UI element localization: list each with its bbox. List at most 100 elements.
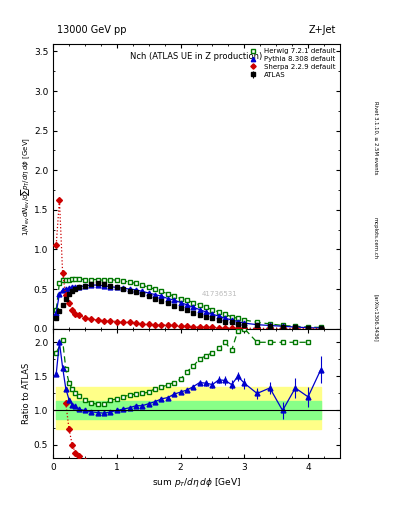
Herwig 7.2.1 default	[153, 286, 158, 292]
Sherpa 2.2.9 default	[318, 326, 323, 332]
Pythia 8.308 default	[70, 284, 75, 290]
Text: Z+Jet: Z+Jet	[309, 25, 336, 35]
Herwig 7.2.1 default	[60, 278, 65, 284]
Sherpa 2.2.9 default	[114, 318, 119, 325]
Herwig 7.2.1 default	[178, 295, 183, 302]
Sherpa 2.2.9 default	[280, 326, 285, 332]
Sherpa 2.2.9 default	[293, 326, 298, 332]
Pythia 8.308 default	[217, 313, 221, 319]
Herwig 7.2.1 default	[318, 325, 323, 331]
Pythia 8.308 default	[210, 311, 215, 317]
Pythia 8.308 default	[57, 291, 62, 297]
Herwig 7.2.1 default	[280, 323, 285, 329]
Pythia 8.308 default	[191, 304, 196, 310]
Sherpa 2.2.9 default	[63, 292, 68, 298]
Pythia 8.308 default	[60, 287, 65, 293]
Herwig 7.2.1 default	[140, 282, 145, 288]
Pythia 8.308 default	[102, 283, 107, 289]
Pythia 8.308 default	[95, 282, 100, 288]
Sherpa 2.2.9 default	[57, 197, 62, 203]
Herwig 7.2.1 default	[54, 307, 59, 313]
Herwig 7.2.1 default	[242, 317, 247, 323]
Sherpa 2.2.9 default	[217, 325, 221, 331]
Pythia 8.308 default	[306, 325, 310, 331]
Herwig 7.2.1 default	[57, 280, 62, 286]
Herwig 7.2.1 default	[191, 300, 196, 306]
Pythia 8.308 default	[108, 284, 113, 290]
Text: [arXiv:1306.3436]: [arXiv:1306.3436]	[373, 293, 378, 342]
Text: 13000 GeV pp: 13000 GeV pp	[57, 25, 127, 35]
Herwig 7.2.1 default	[210, 307, 215, 313]
Y-axis label: Ratio to ATLAS: Ratio to ATLAS	[22, 363, 31, 424]
Sherpa 2.2.9 default	[172, 323, 176, 329]
Sherpa 2.2.9 default	[83, 314, 87, 321]
Sherpa 2.2.9 default	[306, 326, 310, 332]
Herwig 7.2.1 default	[268, 321, 272, 327]
Pythia 8.308 default	[83, 283, 87, 289]
Herwig 7.2.1 default	[217, 309, 221, 315]
Pythia 8.308 default	[134, 287, 138, 293]
Pythia 8.308 default	[268, 323, 272, 329]
Sherpa 2.2.9 default	[229, 325, 234, 331]
Herwig 7.2.1 default	[114, 278, 119, 284]
Pythia 8.308 default	[76, 284, 81, 290]
Sherpa 2.2.9 default	[89, 316, 94, 322]
Pythia 8.308 default	[127, 286, 132, 292]
Herwig 7.2.1 default	[134, 281, 138, 287]
Pythia 8.308 default	[293, 324, 298, 330]
Herwig 7.2.1 default	[127, 279, 132, 285]
Pythia 8.308 default	[178, 300, 183, 306]
Text: mcplots.cern.ch: mcplots.cern.ch	[373, 217, 378, 259]
Pythia 8.308 default	[67, 285, 72, 291]
X-axis label: $\mathrm{sum}\ p_T/d\eta\,d\phi\ [\mathrm{GeV}]$: $\mathrm{sum}\ p_T/d\eta\,d\phi\ [\mathr…	[152, 476, 241, 489]
Herwig 7.2.1 default	[95, 276, 100, 283]
Sherpa 2.2.9 default	[185, 323, 189, 329]
Herwig 7.2.1 default	[255, 319, 259, 326]
Sherpa 2.2.9 default	[178, 323, 183, 329]
Herwig 7.2.1 default	[165, 291, 170, 297]
Sherpa 2.2.9 default	[159, 322, 164, 328]
Herwig 7.2.1 default	[108, 276, 113, 283]
Pythia 8.308 default	[63, 286, 68, 292]
Sherpa 2.2.9 default	[73, 310, 78, 316]
Sherpa 2.2.9 default	[197, 324, 202, 330]
Pythia 8.308 default	[242, 320, 247, 326]
Sherpa 2.2.9 default	[54, 242, 59, 248]
Herwig 7.2.1 default	[70, 275, 75, 282]
Herwig 7.2.1 default	[223, 311, 228, 317]
Herwig 7.2.1 default	[185, 297, 189, 303]
Sherpa 2.2.9 default	[127, 319, 132, 326]
Herwig 7.2.1 default	[229, 314, 234, 320]
Text: Rivet 3.1.10, ≥ 2.5M events: Rivet 3.1.10, ≥ 2.5M events	[373, 101, 378, 175]
Herwig 7.2.1 default	[76, 275, 81, 282]
Sherpa 2.2.9 default	[146, 321, 151, 327]
Pythia 8.308 default	[153, 291, 158, 297]
Sherpa 2.2.9 default	[70, 307, 75, 313]
Pythia 8.308 default	[255, 322, 259, 328]
Herwig 7.2.1 default	[73, 275, 78, 282]
Sherpa 2.2.9 default	[255, 325, 259, 331]
Sherpa 2.2.9 default	[223, 325, 228, 331]
Y-axis label: $1/N_\mathrm{ev}\,dN_\mathrm{ev}/d\!\sum\!p_T/d\eta\,d\phi\ [\mathrm{GeV}]$: $1/N_\mathrm{ev}\,dN_\mathrm{ev}/d\!\sum…	[20, 137, 33, 236]
Sherpa 2.2.9 default	[60, 270, 65, 276]
Pythia 8.308 default	[114, 284, 119, 290]
Herwig 7.2.1 default	[83, 276, 87, 283]
Sherpa 2.2.9 default	[140, 321, 145, 327]
Sherpa 2.2.9 default	[134, 320, 138, 326]
Herwig 7.2.1 default	[159, 288, 164, 294]
Pythia 8.308 default	[204, 309, 208, 315]
Sherpa 2.2.9 default	[108, 317, 113, 324]
Pythia 8.308 default	[89, 282, 94, 288]
Herwig 7.2.1 default	[121, 278, 125, 284]
Sherpa 2.2.9 default	[210, 325, 215, 331]
Line: Sherpa 2.2.9 default: Sherpa 2.2.9 default	[54, 198, 323, 331]
Sherpa 2.2.9 default	[268, 325, 272, 331]
Pythia 8.308 default	[172, 297, 176, 303]
Line: Herwig 7.2.1 default: Herwig 7.2.1 default	[54, 276, 323, 330]
Pythia 8.308 default	[121, 285, 125, 291]
Herwig 7.2.1 default	[102, 278, 107, 284]
Sherpa 2.2.9 default	[242, 325, 247, 331]
Pythia 8.308 default	[159, 293, 164, 299]
Sherpa 2.2.9 default	[102, 317, 107, 324]
Sherpa 2.2.9 default	[165, 323, 170, 329]
